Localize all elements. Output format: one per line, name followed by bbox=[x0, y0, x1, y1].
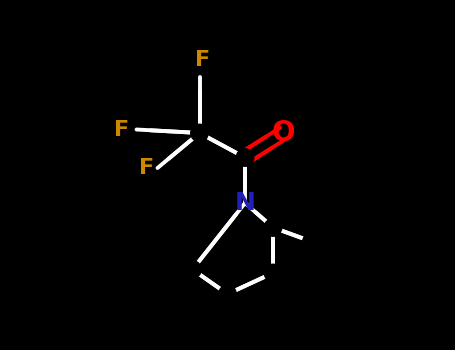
Text: F: F bbox=[196, 50, 211, 70]
Text: F: F bbox=[114, 119, 130, 140]
Circle shape bbox=[236, 149, 254, 166]
Circle shape bbox=[184, 261, 201, 278]
Circle shape bbox=[191, 124, 208, 142]
Circle shape bbox=[219, 285, 236, 303]
Circle shape bbox=[264, 264, 282, 282]
Text: F: F bbox=[139, 158, 154, 178]
Circle shape bbox=[264, 219, 282, 236]
Circle shape bbox=[303, 233, 320, 250]
Text: N: N bbox=[235, 191, 255, 215]
Text: O: O bbox=[272, 119, 295, 147]
